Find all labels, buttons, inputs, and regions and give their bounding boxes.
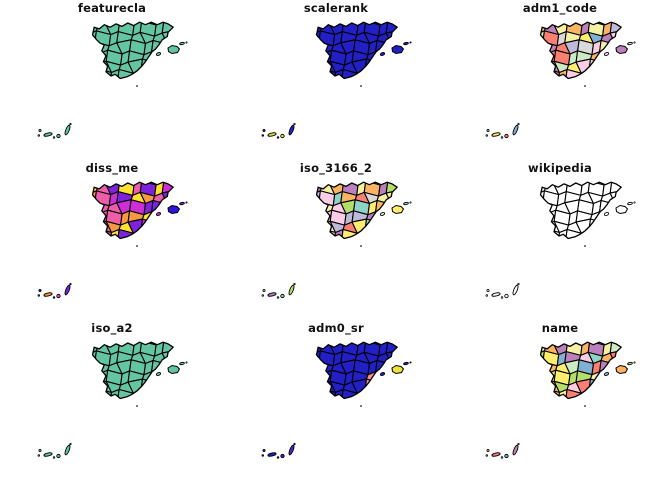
map-title-scalerank: scalerank: [303, 1, 369, 15]
map-title-wikipedia: wikipedia: [528, 161, 592, 175]
subplot-iso-a2: iso_a2: [0, 320, 224, 480]
subplot-wikipedia: wikipedia: [448, 160, 672, 320]
subplot-diss-me: diss_me: [0, 160, 224, 320]
map-title-adm0-sr: adm0_sr: [308, 321, 364, 335]
subplot-scalerank: scalerank: [224, 0, 448, 160]
spain-map-adm1-code: [485, 21, 636, 139]
spain-map-wikipedia: [485, 181, 636, 299]
spain-map-scalerank: [261, 21, 412, 139]
spain-map-iso-a2: [37, 341, 188, 459]
spain-map-name: [485, 341, 636, 459]
map-title-iso-a2: iso_a2: [91, 321, 133, 335]
spain-map-diss-me: [37, 181, 188, 299]
subplot-iso-3166-2: iso_3166_2: [224, 160, 448, 320]
subplot-name: name: [448, 320, 672, 480]
subplot-adm0-sr: adm0_sr: [224, 320, 448, 480]
map-title-adm1-code: adm1_code: [522, 1, 598, 15]
spain-map-adm0-sr: [261, 341, 412, 459]
map-title-diss-me: diss_me: [85, 161, 139, 175]
map-title-name: name: [541, 321, 579, 335]
subplot-adm1-code: adm1_code: [448, 0, 672, 160]
spain-map-featurecla: [37, 21, 188, 139]
map-title-featurecla: featurecla: [77, 1, 147, 15]
subplot-featurecla: featurecla: [0, 0, 224, 160]
spain-map-iso-3166-2: [261, 181, 412, 299]
map-title-iso-3166-2: iso_3166_2: [299, 161, 373, 175]
